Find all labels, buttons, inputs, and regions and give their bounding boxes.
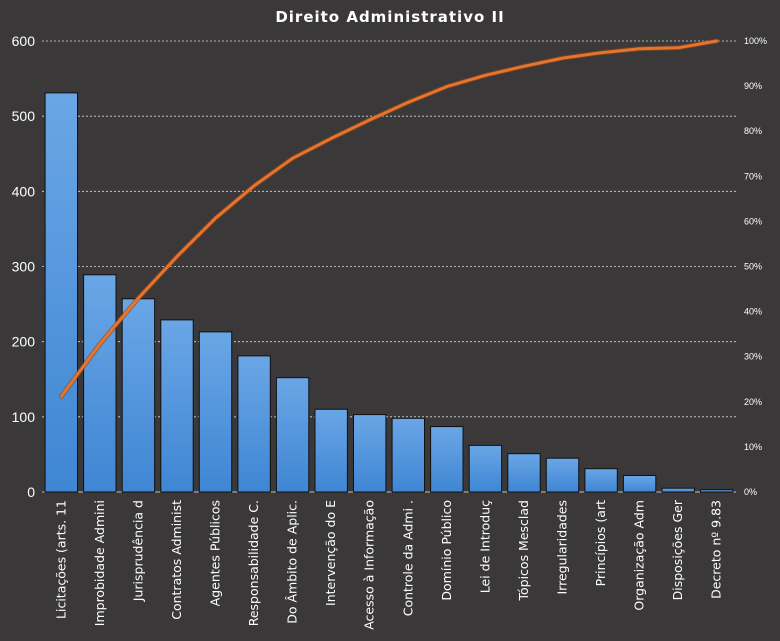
bar [160, 319, 194, 493]
y2-tick-label: 30% [744, 352, 762, 362]
bar [275, 377, 310, 493]
bar [661, 487, 695, 493]
x-tick-label: Tópicos Mesclad [516, 500, 531, 602]
gridlines [42, 40, 736, 493]
x-tick-label: Irregularidades [555, 500, 570, 595]
y2-tick-label: 80% [744, 126, 762, 136]
bar [83, 274, 117, 493]
chart-title: Direito Administrativo II [275, 8, 504, 26]
y-tick-label: 500 [12, 108, 36, 124]
x-axis: Licitações (arts. 11 Improbidade Admini Ju… [53, 499, 723, 630]
bar [121, 298, 156, 493]
y-tick-label: 200 [12, 334, 36, 350]
x-tick-label: Improbidade Admini [92, 500, 107, 626]
cumulative-line [59, 39, 719, 398]
y-tick-label: 0 [27, 484, 35, 500]
bar [237, 355, 271, 493]
x-tick-label: Do Âmbito de Aplic. [285, 500, 300, 624]
x-tick-label: Princípios (art [593, 500, 608, 586]
bar [507, 453, 541, 493]
x-tick-label: Responsabilidade C. [246, 500, 261, 626]
bar [622, 475, 657, 493]
bar [468, 444, 503, 493]
y2-tick-label: 50% [744, 262, 762, 272]
x-tick-label: Domínio Público [439, 500, 454, 601]
bar [700, 489, 734, 493]
bar [44, 92, 78, 493]
x-tick-label: Decreto nº 9.83 [709, 500, 724, 599]
y-tick-label: 300 [12, 259, 36, 275]
bar [198, 331, 233, 493]
y2-tick-label: 40% [744, 307, 762, 317]
x-tick-label: Controle da Admi . [400, 500, 415, 616]
bar [353, 414, 387, 493]
x-tick-label: Intervenção do E [323, 500, 338, 606]
y2-tick-label: 70% [744, 171, 762, 181]
x-tick-label: Licitações (arts. 11 [53, 500, 68, 619]
y2-tick-label: 100% [744, 36, 767, 46]
x-tick-label: Lei de Introduç [477, 500, 492, 593]
bar [314, 408, 348, 493]
x-tick-label: Contratos Administ [169, 500, 184, 620]
x-tick-label: Acesso à Informação [362, 500, 377, 630]
bar [391, 417, 426, 493]
cumulative-line-series [58, 38, 720, 399]
y-tick-label: 400 [12, 183, 36, 199]
x-tick-label: Disposições Ger [670, 499, 685, 600]
y-tick-label: 100 [12, 409, 36, 425]
y-axis-primary: 0 100 200 300 400 500 600 [12, 33, 36, 500]
bar-series [44, 92, 734, 493]
x-tick-label: Agentes Públicos [208, 500, 223, 606]
y2-tick-label: 90% [744, 81, 762, 91]
bar [545, 457, 580, 493]
bar [430, 426, 464, 493]
y2-tick-label: 60% [744, 216, 762, 226]
y2-tick-label: 20% [744, 397, 762, 407]
x-tick-label: Organização Adm [632, 500, 647, 611]
x-tick-label: Jurisprudência d [130, 500, 145, 602]
y2-tick-label: 10% [744, 442, 762, 452]
y2-tick-label: 0% [744, 487, 757, 497]
y-tick-label: 600 [12, 33, 36, 49]
bar [584, 468, 618, 493]
cumulative-line-shadow [58, 38, 720, 399]
y-axis-secondary: 0% 10% 20% 30% 40% 50% 60% 70% 80% 90% 100% [744, 36, 767, 497]
